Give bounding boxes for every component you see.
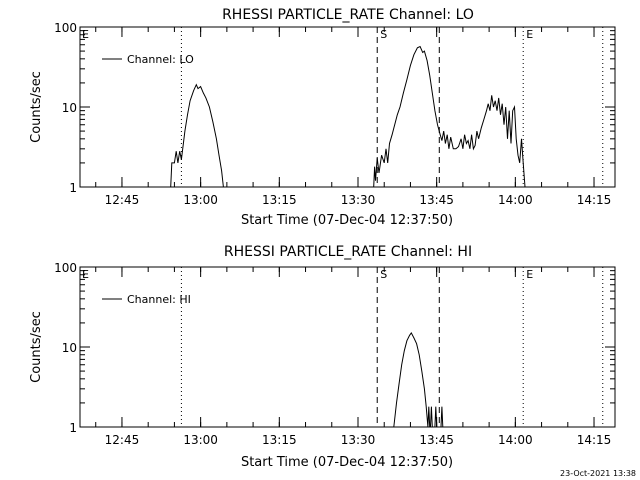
panel-hi: RHESSI PARTICLE_RATE Channel: HI Counts/…	[29, 244, 616, 470]
series-line	[170, 83, 224, 188]
x-tick-label: 13:30	[341, 433, 376, 447]
axes: 12:45 13:00 13:15 13:30 13:45 14:00 14:15 1 10 10…	[54, 21, 615, 207]
marker-label: E	[526, 28, 533, 41]
x-tick-label: 13:45	[419, 433, 454, 447]
axes: 12:45 13:00 13:15 13:30 13:45 14:00 14:15 1 10 10…	[54, 261, 615, 447]
panel-lo: RHESSI PARTICLE_RATE Channel: LO Counts/…	[29, 7, 616, 228]
y-tick-label: 100	[54, 21, 77, 35]
x-tick-label: 13:00	[183, 433, 218, 447]
x-tick-label: 12:45	[105, 193, 140, 207]
plot-frame	[79, 266, 616, 428]
y-tick-label: 10	[62, 101, 77, 115]
legend-label: Channel: LO	[127, 53, 194, 66]
y-axis-label: Counts/sec	[29, 311, 44, 383]
legend-label: Channel: HI	[127, 293, 191, 306]
x-tick-label: 13:45	[419, 193, 454, 207]
y-axis-label: Counts/sec	[29, 71, 44, 143]
chart-title: RHESSI PARTICLE_RATE Channel: LO	[222, 7, 474, 23]
series	[393, 331, 444, 428]
legend: Channel: HI	[102, 293, 191, 306]
x-tick-label: 13:30	[341, 193, 376, 207]
series-line	[393, 331, 444, 428]
series	[170, 45, 526, 188]
marker-label: S	[380, 268, 387, 281]
series-line	[373, 45, 526, 188]
x-tick-label: 14:00	[498, 193, 533, 207]
y-tick-label: 10	[62, 341, 77, 355]
chart-title: RHESSI PARTICLE_RATE Channel: HI	[224, 244, 472, 260]
x-axis-label: Start Time (07-Dec-04 12:37:50)	[241, 213, 453, 228]
y-tick-label: 100	[54, 261, 77, 275]
x-tick-label: 12:45	[105, 433, 140, 447]
x-tick-label: 13:15	[262, 193, 297, 207]
y-tick-label: 1	[69, 181, 77, 195]
x-tick-label: 14:00	[498, 433, 533, 447]
marker-label: E	[526, 268, 533, 281]
x-tick-label: 14:15	[577, 433, 612, 447]
corner-marker-label: E	[82, 28, 89, 41]
x-tick-label: 13:00	[183, 193, 218, 207]
corner-marker-label: E	[82, 268, 89, 281]
y-tick-label: 1	[69, 421, 77, 435]
marker-label: S	[380, 28, 387, 41]
legend: Channel: LO	[102, 53, 194, 66]
x-axis-label: Start Time (07-Dec-04 12:37:50)	[241, 455, 453, 470]
x-tick-label: 14:15	[577, 193, 612, 207]
plot-frame	[79, 26, 616, 188]
x-tick-label: 13:15	[262, 433, 297, 447]
timestamp-stamp: 23-Oct-2021 13:38	[560, 469, 636, 478]
